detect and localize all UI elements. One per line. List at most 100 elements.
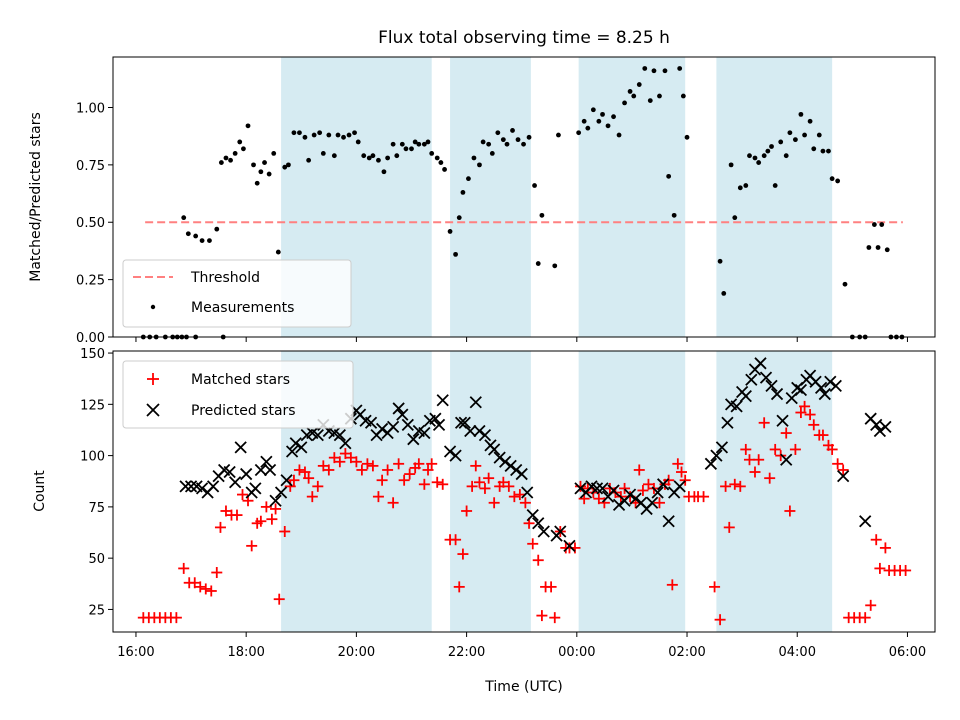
predicted-star-marker (673, 480, 686, 493)
predicted-star-marker (280, 474, 293, 487)
measurement-point (302, 134, 308, 140)
measurement-point (684, 134, 690, 140)
measurement-point (590, 107, 596, 113)
measurement-point (251, 162, 256, 168)
measurement-point (756, 160, 762, 165)
top-y-tick-label: 0.25 (76, 274, 105, 289)
measurement-point (245, 123, 251, 129)
predicted-star-marker (249, 482, 262, 495)
measurement-point (732, 215, 738, 221)
measurement-point (258, 169, 264, 175)
predicted-star-marker (739, 389, 752, 403)
bottom-y-tick-label: 100 (80, 450, 105, 465)
matched-star-marker (545, 581, 557, 593)
x-tick-label: 20:00 (338, 645, 375, 660)
predicted-star-marker (554, 525, 567, 538)
measurement-point (680, 93, 686, 99)
measurement-point (515, 137, 521, 143)
predicted-star-marker (704, 457, 718, 470)
matched-star-marker (826, 443, 838, 455)
measurement-point (456, 215, 462, 221)
bottom-highlight-span-1 (450, 351, 531, 632)
predicted-star-marker (612, 498, 626, 511)
bottom-y-tick-label: 150 (80, 347, 105, 362)
predicted-star-marker (710, 449, 723, 462)
measurement-point (311, 132, 317, 138)
predicted-star-marker (493, 451, 506, 464)
legend-predicted-swatch (146, 403, 160, 417)
x-tick-label: 06:00 (889, 645, 926, 660)
bottom-x-ticks: 16:00 18:00 20:00 22:00 00:00 02:00 04:00 06:00 (117, 632, 926, 660)
matched-star-marker (574, 480, 586, 492)
measurement-point (504, 141, 510, 147)
measurement-point (743, 183, 749, 188)
predicted-star-marker (432, 418, 446, 431)
matched-star-marker (372, 491, 384, 503)
bottom-y-axis-label: Count (32, 470, 48, 512)
measurement-point (409, 146, 414, 152)
predicted-star-marker (195, 482, 209, 495)
measurement-point (282, 164, 288, 170)
predicted-star-marker (662, 515, 675, 528)
matched-star-marker (323, 464, 335, 476)
predicted-star-marker (254, 463, 268, 477)
measurement-point (271, 150, 277, 156)
matched-star-marker (874, 562, 886, 574)
measurement-point (416, 141, 422, 147)
measurement-point (600, 111, 605, 117)
predicted-star-marker (837, 469, 850, 483)
matched-star-marker (279, 525, 291, 537)
predicted-star-marker (814, 381, 828, 395)
legend-measurements-swatch (150, 304, 156, 310)
measurement-point (394, 153, 400, 159)
matched-star-marker (345, 452, 357, 464)
measurement-point (425, 139, 431, 145)
legend-matched-swatch (147, 373, 159, 385)
measurement-point (717, 258, 723, 264)
measurement-point (355, 139, 361, 145)
matched-star-marker (508, 491, 520, 503)
matched-star-marker (266, 513, 278, 525)
measurement-point (385, 155, 391, 161)
matched-star-marker (619, 482, 631, 494)
measurement-point (829, 176, 835, 182)
matched-star-marker (832, 458, 844, 470)
measurement-point (447, 229, 453, 234)
measurement-point (879, 222, 885, 227)
matched-star-marker (236, 489, 248, 501)
measurement-point (581, 118, 587, 124)
measurement-point (752, 155, 758, 161)
measurement-point (666, 173, 672, 179)
top-y-tick-label: 0.75 (76, 159, 105, 174)
matched-star-marker (642, 478, 654, 490)
bottom-y-tick-label: 75 (88, 501, 105, 516)
measurement-point (627, 89, 633, 94)
matched-star-marker (740, 443, 752, 455)
predicted-star-marker (240, 467, 253, 481)
matched-star-marker (312, 480, 324, 492)
predicted-star-marker (458, 416, 471, 429)
measurement-point (286, 162, 291, 168)
legend-predicted-label: Predicted stars (191, 403, 296, 419)
matched-star-marker (720, 480, 732, 492)
predicted-star-markers (179, 357, 892, 552)
predicted-star-marker (206, 480, 220, 493)
predicted-star-marker (401, 418, 414, 431)
measurement-point (884, 247, 890, 253)
matched-star-marker (879, 542, 891, 554)
matched-star-marker (334, 456, 346, 468)
matched-star-marker (532, 554, 544, 566)
top-highlight-span-1 (450, 57, 531, 337)
measurement-point (453, 251, 458, 257)
matched-star-marker (306, 491, 318, 503)
measurement-point (361, 153, 367, 159)
measurement-point (306, 157, 312, 163)
x-tick-label: 04:00 (779, 645, 816, 660)
measurement-point (381, 169, 387, 175)
top-highlight-spans (281, 57, 833, 337)
bottom-legend-box (122, 360, 354, 429)
predicted-star-marker (870, 418, 883, 431)
matched-star-marker (317, 460, 329, 472)
predicted-star-marker (443, 445, 457, 458)
